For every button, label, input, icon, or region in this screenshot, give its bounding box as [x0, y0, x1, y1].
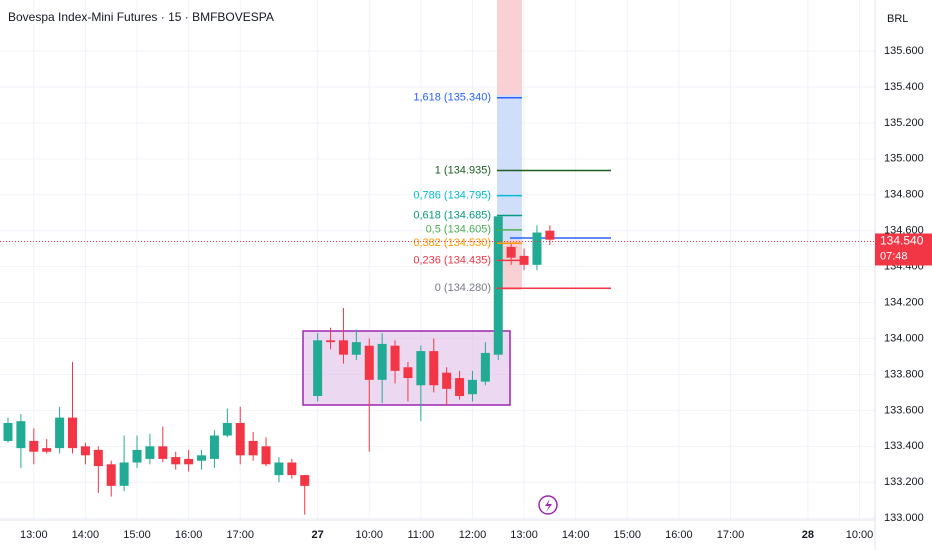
candle-body [248, 440, 258, 456]
candle-body [480, 352, 490, 382]
candle-body [29, 440, 39, 452]
x-tick-label: 11:00 [407, 529, 434, 541]
plot: 1,618 (135.340) 1 (134.935) 0,786 (134.795… [0, 92, 875, 515]
candle-body [55, 417, 65, 449]
x-tick-label: 14:00 [72, 529, 100, 541]
x-tick-label: 14:00 [562, 529, 590, 541]
x-tick-label: 12:00 [459, 529, 487, 541]
fib-label: 0,5 (134.605) [426, 224, 491, 236]
target-zone [497, 0, 522, 95]
y-tick-label: 134.200 [884, 296, 924, 308]
candle-body [3, 422, 13, 441]
candle-body [338, 340, 348, 355]
fib-label: 1 (134.935) [435, 164, 491, 176]
fib-label: 0,382 (134.530) [413, 237, 491, 249]
fib-label: 0 (134.280) [435, 282, 491, 294]
candle-body [261, 446, 271, 465]
x-tick-label: 27 [312, 529, 324, 541]
fib-label: 0,236 (134.435) [413, 254, 491, 266]
candle-body [442, 372, 452, 389]
candle-body [132, 449, 142, 463]
last-price-label: 134.540 [880, 234, 924, 248]
fib-label: 1,618 (135.340) [413, 92, 491, 104]
y-tick-label: 133.600 [884, 404, 924, 416]
candle-body [364, 345, 374, 380]
candle-body [532, 232, 542, 265]
candle-body [42, 448, 52, 452]
candle-body [222, 422, 232, 436]
x-tick-label: 16:00 [175, 529, 203, 541]
x-tick-label: 13:00 [20, 529, 48, 541]
candle-body [403, 367, 413, 379]
fib-label: 0,786 (134.795) [413, 190, 491, 202]
x-tick-label: 15:00 [123, 529, 151, 541]
x-tick-label: 10:00 [846, 529, 874, 541]
x-tick-label: 17:00 [717, 529, 745, 541]
y-tick-label: 133.200 [884, 476, 924, 488]
candle-body [68, 417, 78, 449]
candle-body [274, 462, 284, 476]
countdown: 07:48 [880, 250, 908, 262]
candle-body [390, 345, 400, 371]
x-tick-label: 10:00 [355, 529, 383, 541]
candle-body [416, 351, 426, 386]
x-tick-label: 15:00 [614, 529, 642, 541]
y-tick-label: 135.400 [884, 81, 924, 93]
currency[interactable]: BRL [887, 13, 908, 25]
candle-body [377, 343, 387, 380]
candle-body [467, 379, 477, 395]
y-tick-label: 133.800 [884, 368, 924, 380]
candle-body [429, 351, 439, 386]
candle-body [171, 457, 181, 465]
event-icon-bolt [545, 499, 552, 512]
x-tick-label: 16:00 [665, 529, 693, 541]
candle-body [93, 449, 103, 467]
candle-body [351, 342, 361, 355]
candle-body [545, 230, 555, 240]
candle-body [455, 378, 465, 397]
fib-label: 0,618 (134.685) [413, 209, 491, 221]
currency-box[interactable] [878, 6, 928, 32]
y-tick-label: 134.000 [884, 332, 924, 344]
x-tick-label: 13:00 [510, 529, 538, 541]
candle-body [184, 458, 194, 465]
candle-body [145, 446, 155, 459]
x-tick-label: 28 [802, 529, 814, 541]
x-tick-label: 17:00 [226, 529, 254, 541]
candle-body [16, 421, 26, 449]
y-tick-label: 135.600 [884, 45, 924, 57]
candle-body [106, 464, 116, 486]
candle-body [300, 475, 310, 486]
candle-body [197, 455, 207, 461]
y-tick-label: 133.400 [884, 440, 924, 452]
candle-body [493, 216, 503, 355]
candle-body [158, 446, 168, 459]
candle-body [209, 435, 219, 459]
y-tick-label: 135.200 [884, 117, 924, 129]
grid [0, 0, 875, 520]
candle-body [80, 446, 90, 456]
candle-body [119, 462, 129, 486]
last-price-badge [875, 233, 932, 266]
y-tick-label: 135.000 [884, 153, 924, 165]
candle-body [326, 340, 336, 343]
candle-body [235, 422, 245, 456]
y-tick-label: 133.000 [884, 512, 924, 524]
candle-body [313, 340, 323, 397]
y-tick-label: 134.800 [884, 189, 924, 201]
candle-body [287, 462, 297, 476]
chart-title: Bovespa Index-Mini Futures · 15 · BMFBOV… [8, 10, 274, 24]
candle-body [519, 255, 529, 265]
candle-body [506, 246, 516, 258]
